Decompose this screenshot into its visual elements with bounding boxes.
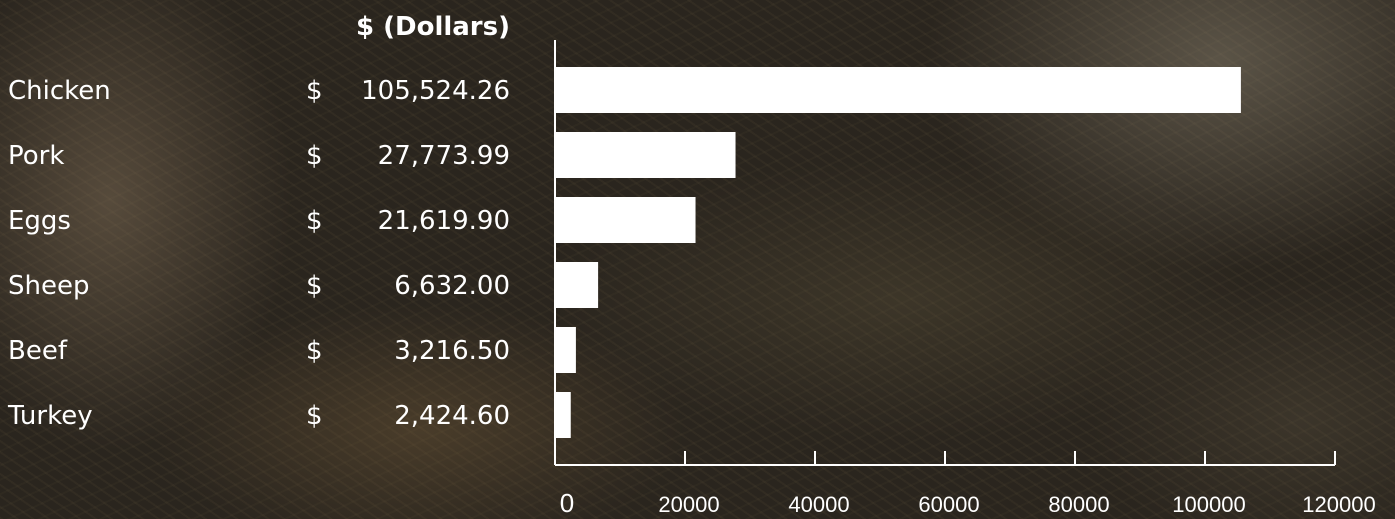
category-label-eggs: Eggs bbox=[8, 206, 71, 236]
currency-symbol-turkey: $ bbox=[306, 401, 323, 431]
x-ticks: 0 20000 40000 60000 80000 100000 120000 bbox=[560, 451, 1376, 518]
category-label-chicken: Chicken bbox=[8, 76, 111, 106]
x-tick-label: 40000 bbox=[788, 492, 849, 517]
bar-pork bbox=[555, 132, 736, 178]
x-tick-label: 60000 bbox=[918, 492, 979, 517]
x-tick-label: 0 bbox=[560, 488, 574, 518]
x-tick-label: 80000 bbox=[1048, 492, 1109, 517]
x-tick-label: 120000 bbox=[1302, 492, 1375, 517]
bar-eggs bbox=[555, 197, 696, 243]
value-label-eggs: 21,619.90 bbox=[378, 206, 510, 236]
x-tick-label: 20000 bbox=[658, 492, 719, 517]
value-label-pork: 27,773.99 bbox=[378, 141, 510, 171]
bar-sheep bbox=[555, 262, 599, 308]
bar-chicken bbox=[555, 67, 1241, 113]
value-label-sheep: 6,632.00 bbox=[394, 271, 510, 301]
category-label-beef: Beef bbox=[8, 336, 68, 366]
value-label-beef: 3,216.50 bbox=[394, 336, 510, 366]
value-label-chicken: 105,524.26 bbox=[361, 76, 510, 106]
currency-symbol-chicken: $ bbox=[306, 76, 323, 106]
bars bbox=[555, 67, 1241, 438]
currency-symbol-eggs: $ bbox=[306, 206, 323, 236]
category-label-pork: Pork bbox=[8, 141, 64, 171]
currency-symbol-beef: $ bbox=[306, 336, 323, 366]
currency-symbol-pork: $ bbox=[306, 141, 323, 171]
bar-beef bbox=[555, 327, 576, 373]
table-rows: Chicken $105,524.26 Pork $27,773.99 Eggs $21,… bbox=[7, 76, 510, 431]
value-label-turkey: 2,424.60 bbox=[394, 401, 510, 431]
category-label-turkey: Turkey bbox=[7, 401, 93, 431]
value-column-header: $ (Dollars) bbox=[356, 12, 510, 42]
currency-symbol-sheep: $ bbox=[306, 271, 323, 301]
bar-turkey bbox=[555, 392, 571, 438]
category-label-sheep: Sheep bbox=[8, 271, 89, 301]
x-tick-label: 100000 bbox=[1172, 492, 1245, 517]
